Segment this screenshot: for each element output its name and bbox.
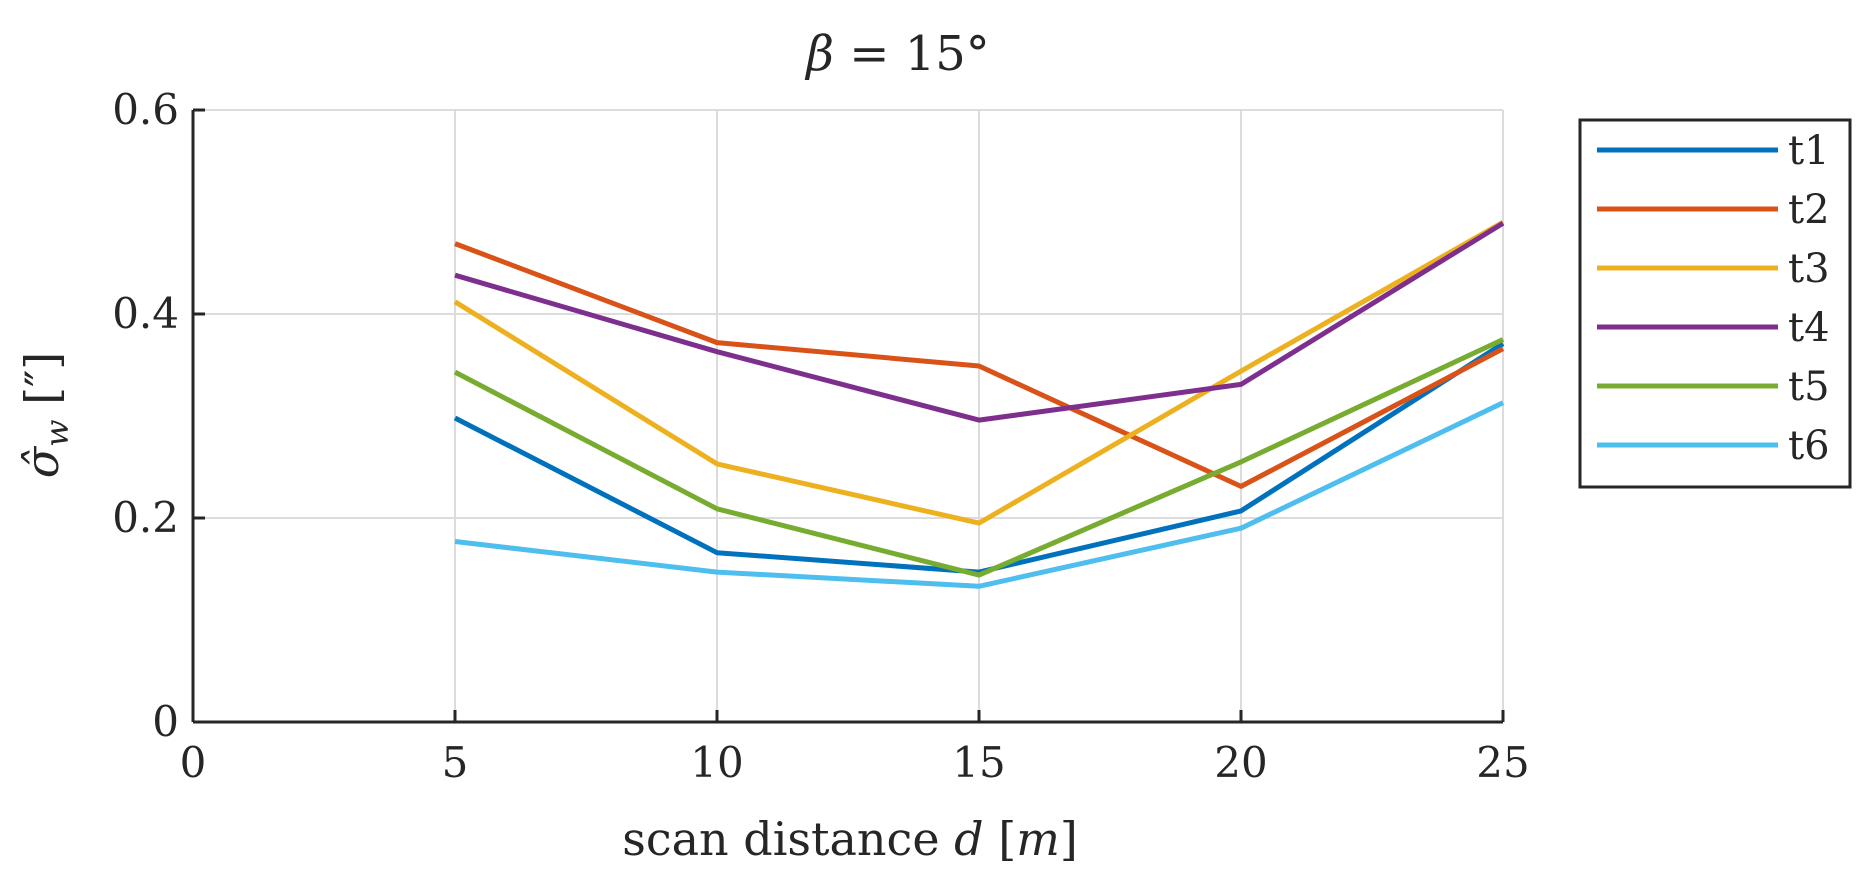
x-axis-label-var: d xyxy=(954,812,983,866)
y-tick-label: 0 xyxy=(152,697,179,746)
x-axis-label: scan distance d [m] xyxy=(622,812,1078,866)
series-line-t2 xyxy=(454,241,1505,489)
legend-label-t3: t3 xyxy=(1788,246,1830,292)
y-axis-label: σ̂w [″] xyxy=(15,352,76,479)
legend-label-t5: t5 xyxy=(1788,364,1830,410)
legend-label-t2: t2 xyxy=(1788,187,1830,233)
x-tick-label: 15 xyxy=(952,738,1005,787)
legend-label-t4: t4 xyxy=(1788,305,1830,351)
y-tick-label: 0.2 xyxy=(112,493,179,542)
axes: 0 5 10 15 20 25 0 0.2 0.4 0.6 xyxy=(112,85,1530,787)
y-axis-label-sub: w xyxy=(38,419,76,446)
series-line-t1 xyxy=(453,341,1505,575)
title-text: = 15° xyxy=(834,26,990,82)
x-tick-label: 20 xyxy=(1214,738,1267,787)
grid xyxy=(193,109,1504,722)
x-tick-label: 0 xyxy=(180,738,207,787)
series-line-t3 xyxy=(453,220,1505,526)
series-line-t6 xyxy=(454,400,1505,589)
y-tick-label: 0.4 xyxy=(112,289,179,338)
legend-label-t6: t6 xyxy=(1788,423,1830,469)
legend-label-t1: t1 xyxy=(1788,128,1830,174)
x-axis-label-prefix: scan distance xyxy=(622,812,954,866)
x-axis-label-unit: m xyxy=(1016,812,1060,866)
chart-title: β = 15° xyxy=(804,26,990,82)
series-line-t5 xyxy=(453,337,1505,578)
title-symbol: β xyxy=(804,26,834,82)
x-tick-label: 10 xyxy=(690,738,743,787)
y-axis-label-symbol: σ̂ xyxy=(15,445,69,478)
legend-box xyxy=(1578,118,1852,489)
series-lines xyxy=(453,220,1505,589)
y-axis-label-unit: [″] xyxy=(15,352,69,420)
x-tick-label: 5 xyxy=(442,738,469,787)
legend-items: t1 t2 t3 t4 t5 t6 xyxy=(1597,128,1830,469)
x-axis-label-unit-close: ] xyxy=(1060,812,1078,866)
y-tick-label: 0.6 xyxy=(112,85,179,134)
series-line-t4 xyxy=(454,221,1505,423)
legend: t1 t2 t3 t4 t5 t6 xyxy=(1578,118,1852,489)
x-tick-label: 25 xyxy=(1476,738,1529,787)
x-axis-label-unit-open: [ xyxy=(984,812,1017,866)
